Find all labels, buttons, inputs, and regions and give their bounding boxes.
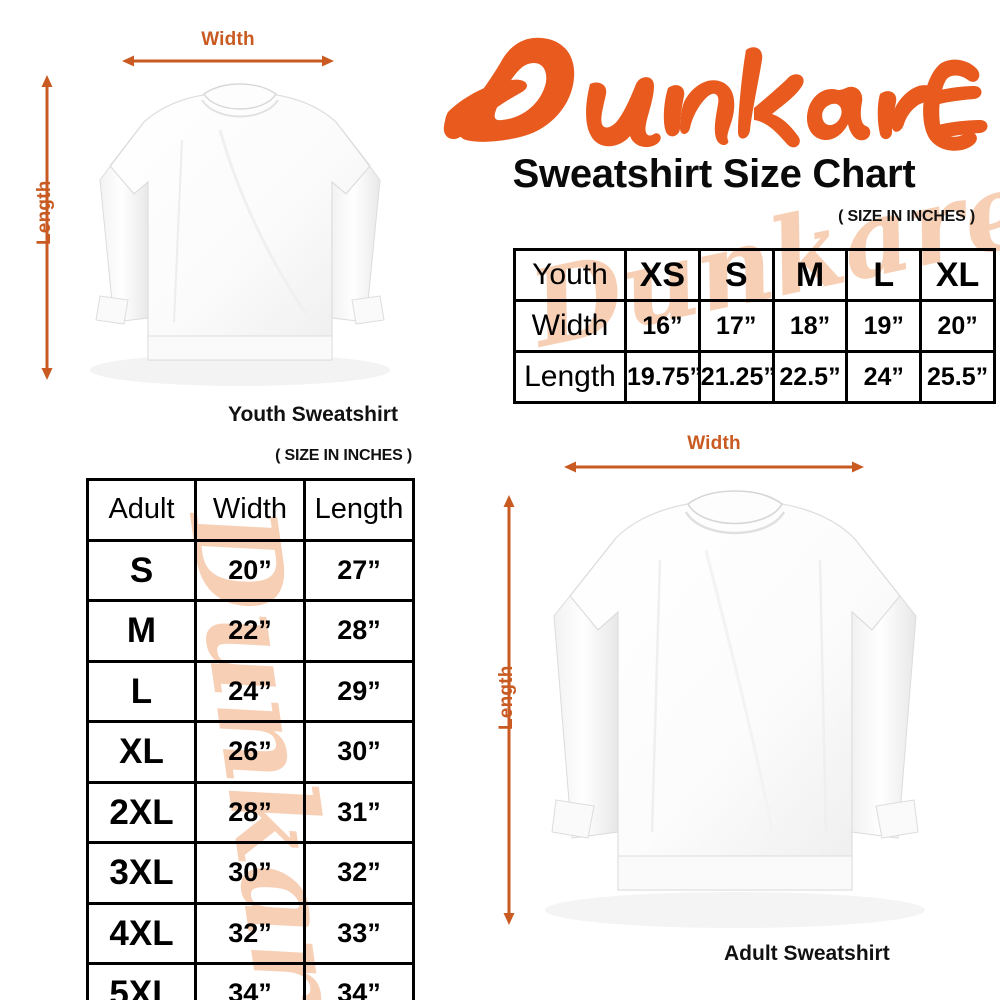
adult-size-table: Adult Width Length S 20” 27” M 22” 28” L… bbox=[86, 478, 415, 1000]
youth-length-row-header: Length bbox=[513, 350, 627, 404]
table-row: L 24” 29” bbox=[86, 659, 415, 723]
adult-length-2xl: 31” bbox=[303, 780, 415, 844]
youth-size-table: Youth XS S M L XL Width 16” 17” 18” 19” … bbox=[513, 248, 996, 404]
adult-length-xl: 30” bbox=[303, 720, 415, 784]
adult-length-label: Length bbox=[496, 665, 517, 730]
table-row: M 22” 28” bbox=[86, 599, 415, 663]
adult-sweatshirt-image bbox=[545, 490, 925, 928]
youth-width-arrow bbox=[122, 55, 334, 67]
youth-length-xl: 25.5” bbox=[919, 350, 996, 404]
adult-col-header-size: Adult bbox=[86, 478, 197, 542]
adult-length-s: 27” bbox=[303, 538, 415, 602]
adult-length-4xl: 33” bbox=[303, 901, 415, 965]
adult-width-3xl: 30” bbox=[194, 841, 306, 905]
adult-length-m: 28” bbox=[303, 599, 415, 663]
youth-width-xs: 16” bbox=[624, 299, 701, 353]
youth-size-xl: XL bbox=[919, 248, 996, 302]
adult-width-s: 20” bbox=[194, 538, 306, 602]
adult-width-2xl: 28” bbox=[194, 780, 306, 844]
youth-size-m: M bbox=[771, 248, 849, 302]
youth-sweatshirt-caption: Youth Sweatshirt bbox=[228, 403, 398, 426]
adult-width-l: 24” bbox=[194, 659, 306, 723]
table-row: Adult Width Length bbox=[86, 478, 415, 542]
adult-sweatshirt-caption: Adult Sweatshirt bbox=[724, 942, 890, 965]
adult-length-l: 29” bbox=[303, 659, 415, 723]
youth-width-s: 17” bbox=[697, 299, 775, 353]
adult-length-5xl: 34” bbox=[303, 962, 415, 1000]
adult-size-l: L bbox=[86, 659, 197, 723]
table-row: 2XL 28” 31” bbox=[86, 780, 415, 844]
youth-length-m: 22.5” bbox=[771, 350, 849, 404]
youth-length-l: 24” bbox=[845, 350, 923, 404]
adult-width-label: Width bbox=[687, 433, 741, 454]
youth-size-xs: XS bbox=[624, 248, 701, 302]
brand-logo bbox=[440, 28, 988, 158]
table-row: S 20” 27” bbox=[86, 538, 415, 602]
dunkare-wordmark-icon bbox=[443, 37, 988, 151]
adult-width-arrow bbox=[564, 461, 864, 473]
youth-sweatshirt-image bbox=[90, 83, 390, 386]
adult-col-header-length: Length bbox=[303, 478, 415, 542]
youth-length-s: 21.25” bbox=[697, 350, 776, 404]
adult-size-table-wrapper: Adult Width Length S 20” 27” M 22” 28” L… bbox=[86, 478, 415, 1000]
adult-col-header-width: Width bbox=[194, 478, 306, 542]
adult-size-5xl: 5XL bbox=[86, 962, 197, 1000]
youth-length-label: Length bbox=[34, 180, 55, 245]
adult-size-3xl: 3XL bbox=[86, 841, 197, 905]
youth-units-note: ( SIZE IN INCHES ) bbox=[838, 208, 975, 225]
youth-width-label: Width bbox=[201, 29, 255, 50]
youth-width-m: 18” bbox=[771, 299, 849, 353]
adult-width-m: 22” bbox=[194, 599, 306, 663]
adult-size-xl: XL bbox=[86, 720, 197, 784]
table-row: Length 19.75” 21.25” 22.5” 24” 25.5” bbox=[513, 350, 996, 404]
youth-width-xl: 20” bbox=[919, 299, 996, 353]
youth-length-arrow bbox=[41, 75, 53, 380]
adult-width-xl: 26” bbox=[194, 720, 306, 784]
youth-width-l: 19” bbox=[845, 299, 923, 353]
youth-width-row-header: Width bbox=[513, 299, 627, 353]
adult-size-4xl: 4XL bbox=[86, 901, 197, 965]
adult-width-4xl: 32” bbox=[194, 901, 306, 965]
adult-length-3xl: 32” bbox=[303, 841, 415, 905]
adult-length-arrow bbox=[503, 495, 515, 925]
youth-size-table-wrapper: Youth XS S M L XL Width 16” 17” 18” 19” … bbox=[513, 248, 996, 404]
table-row: Width 16” 17” 18” 19” 20” bbox=[513, 299, 996, 353]
youth-row-header: Youth bbox=[513, 248, 627, 302]
table-row: XL 26” 30” bbox=[86, 720, 415, 784]
page-title: Sweatshirt Size Chart bbox=[512, 152, 916, 196]
table-row: 5XL 34” 34” bbox=[86, 962, 415, 1000]
adult-size-s: S bbox=[86, 538, 197, 602]
table-row: Youth XS S M L XL bbox=[513, 248, 996, 302]
youth-size-l: L bbox=[845, 248, 923, 302]
youth-size-s: S bbox=[697, 248, 775, 302]
adult-size-2xl: 2XL bbox=[86, 780, 197, 844]
adult-units-note: ( SIZE IN INCHES ) bbox=[275, 447, 412, 464]
table-row: 4XL 32” 33” bbox=[86, 901, 415, 965]
table-row: 3XL 30” 32” bbox=[86, 841, 415, 905]
adult-width-5xl: 34” bbox=[194, 962, 306, 1000]
adult-size-m: M bbox=[86, 599, 197, 663]
youth-length-xs: 19.75” bbox=[624, 350, 702, 404]
